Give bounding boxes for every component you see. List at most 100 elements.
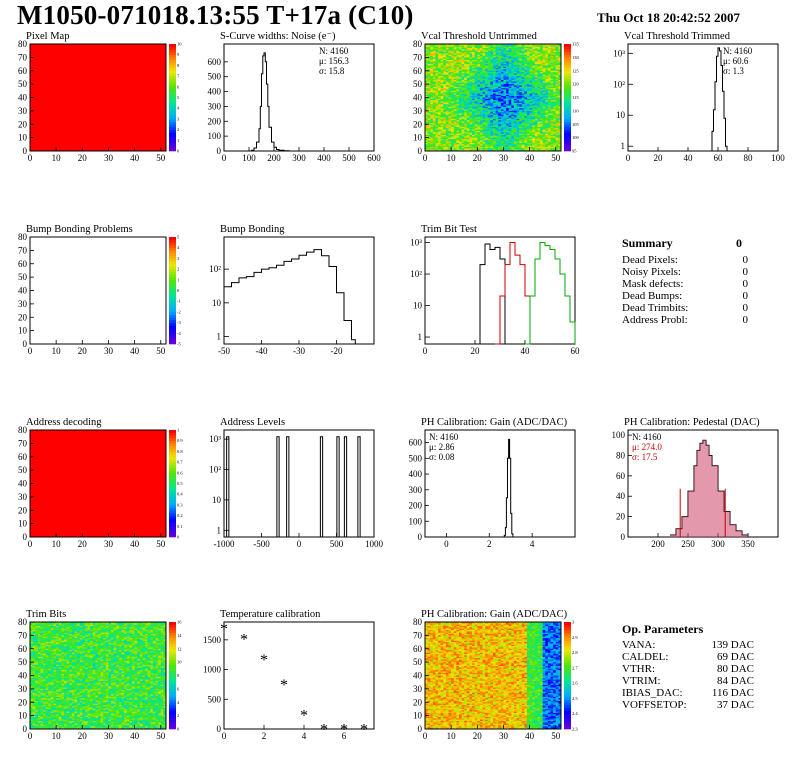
heatmap-cell [438,114,441,117]
palette-segment [169,132,176,136]
heatmap-cell [435,128,439,130]
heatmap-cell [448,118,452,121]
heatmap-cell [425,62,428,65]
heatmap-cell [456,136,460,138]
heatmap-cell [435,94,439,97]
heatmap-cell [427,142,431,145]
heatmap-cell [443,52,447,54]
heatmap-cell [443,124,447,126]
heatmap-cell [425,97,428,100]
heatmap-cell [427,149,431,152]
heatmap-cell [440,114,444,117]
heatmap-cell [443,72,447,74]
heatmap-cell [425,146,428,149]
heatmap-cell [427,136,431,138]
heatmap-cell [445,60,449,62]
heatmap-cell [448,129,452,132]
x-tick-label: 20 [471,346,481,356]
y-tick-label: 0 [418,146,423,156]
heatmap-cell [427,66,431,69]
heatmap-cell [425,89,428,92]
y-tick-label: 10 [413,133,423,143]
heatmap-cell [427,129,431,132]
palette-segment [169,274,176,278]
heatmap-cell [432,148,436,150]
stats-line: μ: 2.86 [429,442,455,452]
y-tick-label: 10³ [209,434,221,444]
heatmap-cell [427,116,431,118]
heatmap-cell [435,72,439,74]
palette-segment [169,261,176,265]
heatmap-cell [453,145,457,148]
heatmap-cell [438,85,441,88]
heatmap-cell [453,120,457,122]
y-tick-label: 0 [621,532,626,542]
heatmap-cell [448,100,452,102]
heatmap-cell [443,136,447,138]
heatmap-cell [440,96,444,98]
heatmap-cell [425,124,428,126]
heatmap-cell [435,53,439,55]
heatmap-cell [445,137,449,140]
heatmap-cell [443,62,447,65]
heatmap-cell [456,128,460,130]
heatmap-cell [440,112,444,114]
heatmap-cell [451,100,455,102]
heatmap-cell [427,70,431,73]
heatmap-cell [451,137,455,140]
heatmap-cell [456,116,460,118]
palette-tick-label: 0.1 [177,524,183,529]
heatmap-cell [438,116,441,118]
heatmap-cell [451,130,455,133]
y-tick-label: 80 [616,450,626,460]
heatmap-cell [440,101,444,104]
heatmap-cell [456,86,460,89]
heatmap-cell [456,114,460,117]
heatmap-cell [438,118,441,121]
heatmap-cell [438,149,441,152]
heatmap-cell [448,133,452,136]
x-tick-label: 40 [130,346,140,356]
heatmap-cell [443,78,447,81]
heatmap-cell [438,104,441,106]
heatmap-cell [425,65,428,68]
heatmap-cell [427,68,431,70]
heatmap-cell [445,124,449,126]
heatmap-cell [453,114,457,117]
y-tick-label: 0 [23,532,28,542]
heatmap-cell [451,45,455,47]
palette-segment [169,255,176,259]
heatmap-cell [425,108,428,110]
heatmap-cell [443,113,447,116]
heatmap-cell [456,141,460,144]
heatmap-cell [432,54,436,57]
palette-segment [169,483,176,487]
heatmap-cell [425,70,428,73]
heatmap-cell [427,108,431,110]
heatmap-cell [443,94,447,97]
heatmap-cell [432,88,436,90]
heatmap-cell [456,112,460,114]
heatmap-cell [425,81,428,84]
heatmap-cell [427,61,431,64]
y-tick-label: 10 [18,519,28,529]
heatmap-cell [448,49,452,51]
heatmap-cell [435,76,439,78]
heatmap-cell [443,93,447,96]
heatmap-cell [451,128,455,130]
y-tick-label: 10² [613,79,625,89]
heatmap-cell [425,80,428,82]
heatmap-cell [445,102,449,105]
heatmap-cell [443,110,447,113]
heatmap-cell [440,146,444,149]
heatmap-cell [451,116,455,118]
heatmap-cell [440,141,444,144]
heatmap-cell [438,113,441,116]
heatmap-cell [448,82,452,85]
heatmap-cell [440,68,444,70]
heatmap-cell [435,116,439,118]
heatmap-cell [448,74,452,77]
